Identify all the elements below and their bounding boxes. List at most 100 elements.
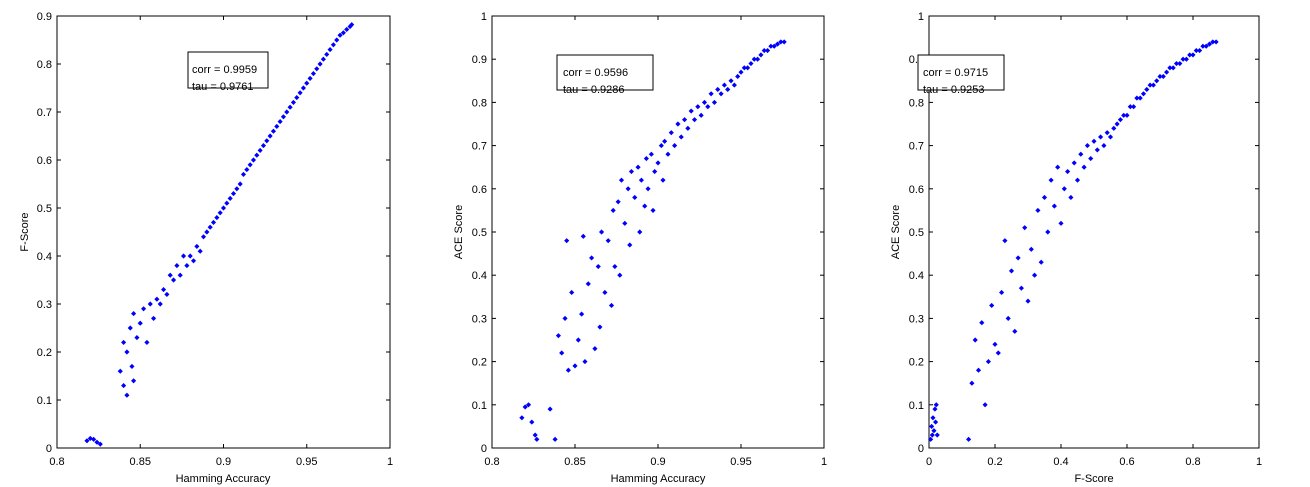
scatter-point	[650, 207, 656, 213]
stats-box: corr = 0.9715 tau = 0.9253	[917, 54, 1005, 96]
scatter-point	[220, 205, 227, 211]
y-tick-label: 0.4	[37, 251, 52, 263]
scatter-point	[580, 233, 586, 239]
scatter-point	[334, 37, 340, 43]
scatter-point	[264, 138, 270, 144]
x-tick-label: 0.8	[484, 456, 499, 468]
scatter-point	[287, 104, 293, 110]
scatter-point	[274, 123, 280, 129]
scatter-point	[559, 350, 565, 356]
scatter-point	[598, 229, 605, 235]
scatter-point	[992, 341, 998, 347]
scatter-point	[1015, 255, 1021, 261]
scatter-point	[758, 52, 764, 58]
scatter-point	[1131, 104, 1137, 110]
x-tick-label: 0.9	[216, 456, 231, 468]
y-axis-label: ACE Score	[890, 205, 902, 259]
scatter-point	[210, 219, 217, 225]
scatter-point	[170, 277, 177, 283]
x-tick-label: 1	[387, 456, 393, 468]
scatter-point	[1018, 285, 1024, 291]
scatter-point	[1045, 229, 1051, 235]
scatter-point	[652, 168, 658, 175]
scatter-point	[1051, 203, 1057, 209]
corr-value: corr = 0.9596	[563, 67, 628, 79]
scatter-point	[327, 47, 333, 53]
scatter-point	[612, 263, 618, 270]
scatter-point	[227, 195, 233, 201]
scatter-point	[144, 339, 150, 345]
scatter-point	[349, 22, 355, 28]
y-tick-label: 0.9	[37, 11, 52, 23]
y-tick-label: 0.1	[472, 400, 487, 412]
y-tick-label: 0.9	[909, 54, 924, 66]
scatter-point	[532, 432, 538, 438]
scatter-point	[595, 263, 601, 270]
scatter-point	[635, 164, 641, 170]
scatter-point	[117, 368, 123, 374]
scatter-point	[602, 289, 608, 296]
scatter-point	[645, 186, 651, 192]
scatter-point	[254, 152, 260, 158]
y-tick-label: 0.2	[909, 357, 924, 369]
scatter-panel-2: 0.8 0.85 0.9 0.95 1 0 0.1 0.2 0.3 0.4 0.5 0.6 0.7 0.8…	[453, 11, 827, 485]
scatter-point	[718, 91, 724, 97]
scatter-point	[668, 130, 674, 136]
scatter-point	[547, 406, 553, 412]
scatter-point	[1107, 134, 1114, 140]
scatter-point	[340, 30, 346, 36]
scatter-point	[1028, 246, 1034, 252]
scatter-point	[637, 229, 643, 235]
scatter-point	[184, 263, 190, 269]
scatter-point	[1048, 177, 1054, 183]
scatter-point	[698, 112, 704, 118]
scatter-point	[934, 432, 940, 438]
scatter-points	[928, 39, 1219, 442]
scatter-point	[127, 325, 133, 331]
scatter-point	[337, 32, 343, 38]
scatter-point	[257, 147, 263, 153]
scatter-point	[672, 143, 678, 149]
scatter-point	[84, 438, 90, 444]
scatter-point	[134, 335, 140, 341]
scatter-point	[764, 47, 771, 54]
scatter-point	[1061, 186, 1067, 192]
scatter-point	[1137, 95, 1143, 101]
scatter-point	[290, 99, 296, 105]
scatter-point	[618, 177, 625, 183]
scatter-point	[529, 419, 535, 425]
y-tick-label: 1	[918, 11, 924, 23]
scatter-point	[91, 436, 97, 442]
scatter-point	[691, 117, 698, 123]
y-tick-label: 0.3	[37, 299, 52, 311]
scatter-point	[1084, 143, 1090, 149]
scatter-point	[1140, 91, 1147, 97]
x-axis-label: Hamming Accuracy	[176, 473, 271, 485]
y-axis-label: F-Score	[19, 212, 31, 251]
scatter-point	[270, 128, 277, 134]
scatter-point	[1111, 125, 1117, 131]
scatter-point	[1022, 225, 1028, 231]
x-axis-label: Hamming Accuracy	[611, 473, 706, 485]
scatter-point	[728, 78, 734, 84]
scatter-point	[1012, 328, 1018, 334]
scatter-point	[1032, 272, 1038, 278]
scatter-point	[1144, 86, 1150, 93]
scatter-point	[97, 441, 103, 447]
y-tick-label: 0.7	[472, 141, 487, 153]
y-tick-label: 0.9	[472, 54, 487, 66]
stats-box-frame	[917, 54, 1005, 91]
scatter-point	[277, 119, 283, 125]
scatter-point	[1098, 134, 1104, 140]
scatter-point	[297, 90, 303, 96]
y-tick-label: 0	[918, 443, 924, 455]
scatter-point	[240, 171, 247, 177]
stats-box: corr = 0.9596 tau = 0.9286	[556, 54, 654, 96]
x-tick-label: 0.4	[1053, 456, 1068, 468]
scatter-point	[597, 324, 603, 330]
scatter-point	[685, 125, 691, 131]
scatter-point	[1150, 82, 1156, 88]
scatter-point	[214, 215, 220, 221]
scatter-point	[1164, 69, 1170, 75]
